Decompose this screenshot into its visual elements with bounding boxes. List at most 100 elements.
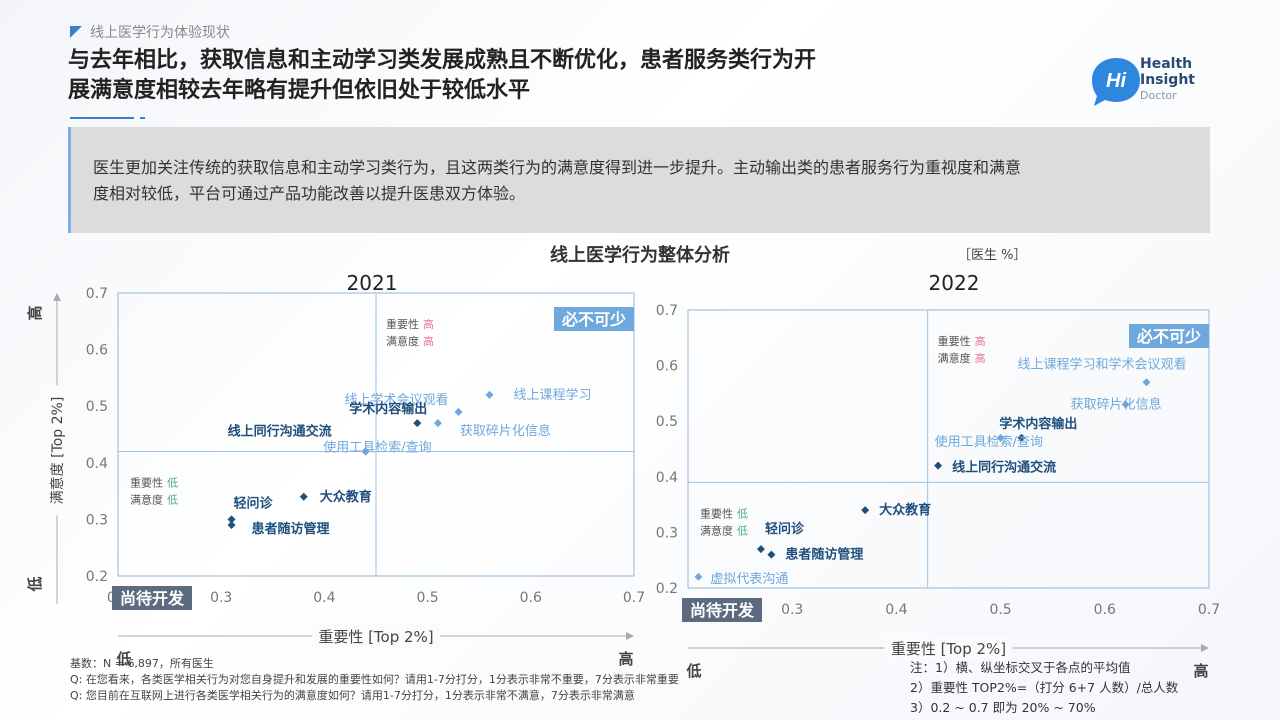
- unit-label: ［医生 %］: [958, 248, 1027, 263]
- data-point-label-9: 患者随访管理: [252, 521, 330, 537]
- tag-must-have: 必不可少: [1136, 327, 1201, 346]
- data-point-3: [413, 419, 422, 428]
- notes: 注：1）横、纵坐标交叉于各点的平均值 2）重要性 TOP2%=（打分 6+7 人…: [910, 658, 1178, 718]
- quadrant-high-sat: 满意度: [386, 334, 419, 348]
- data-point-4: [433, 419, 442, 428]
- quadrant-high-sat: 满意度: [938, 351, 971, 365]
- y-tick-label: 0.6: [656, 359, 678, 375]
- y-axis-label: 满意度 [Top 2%]: [49, 397, 66, 505]
- x-tick-label: 0.6: [520, 590, 542, 606]
- footnotes: 基数：N = 6,897，所有医生 Q: 在您看来，各类医学相关行为对您自身提升…: [70, 656, 679, 704]
- quadrant-low-sat: 满意度: [130, 492, 163, 506]
- y-tick-label: 0.6: [86, 343, 108, 359]
- data-point-8: [227, 515, 236, 524]
- quadrant-low-sat-level: 低: [737, 524, 748, 537]
- data-point-2: [454, 407, 463, 416]
- data-point-label-6: 大众教育: [879, 502, 931, 518]
- y-tick-label: 0.3: [656, 525, 678, 541]
- data-point-label-3: 学术内容输出: [999, 416, 1077, 432]
- data-point-label-9: 虚拟代表沟通: [710, 572, 788, 587]
- y-tick-label: 0.5: [86, 399, 108, 415]
- data-point-label-4: 获取碎片化信息: [460, 423, 551, 439]
- data-point-label-4: 使用工具检索/查询: [935, 434, 1043, 450]
- x-axis-low: 低: [115, 650, 131, 668]
- quadrant-low-imp-level: 低: [737, 507, 748, 520]
- data-point-label-7: 大众教育: [320, 489, 372, 505]
- y-tick-label: 0.5: [656, 414, 678, 430]
- summary-line-1: 医生更加关注传统的获取信息和主动学习类行为，且这两类行为的满意度得到进一步提升。…: [93, 158, 1022, 177]
- x-axis-high: 高: [1193, 662, 1208, 680]
- data-point-8: [767, 550, 776, 559]
- y-tick-label: 0.7: [86, 286, 108, 302]
- data-point-3: [1017, 433, 1026, 442]
- plot-frame: [687, 309, 1210, 589]
- y-tick-label: 0.3: [86, 512, 108, 528]
- note-3: 3）0.2 ~ 0.7 即为 20% ~ 70%: [910, 700, 1096, 715]
- x-tick-label: 0.7: [1198, 602, 1220, 618]
- note-2: 2）重要性 TOP2%=（打分 6+7 人数）/总人数: [910, 680, 1179, 695]
- data-point-label-5: 线上同行沟通交流: [952, 460, 1056, 476]
- footnote-q1: Q: 在您看来，各类医学相关行为对您自身提升和发展的重要性如何？请用1-7分打分…: [70, 673, 679, 686]
- footnote-base: 基数：N = 6,897，所有医生: [70, 657, 214, 670]
- tag-must-have-bg: [554, 307, 634, 331]
- data-point-label-5: 线上同行沟通交流: [228, 423, 332, 439]
- y-axis-label-bg: [45, 385, 69, 516]
- x-axis-high: 高: [618, 650, 633, 668]
- data-point-label-6: 使用工具检索/查询: [323, 439, 431, 455]
- data-point-9: [227, 521, 236, 530]
- section-tag: 线上医学行为体验现状: [70, 22, 230, 42]
- data-point-5: [934, 461, 943, 470]
- x-tick-label: 0.4: [885, 602, 907, 618]
- data-point-label-3: 学术内容输出: [349, 401, 427, 417]
- quadrant-high-imp-level: 高: [975, 334, 986, 348]
- chart-title: 线上医学行为整体分析: [550, 245, 730, 266]
- triangle-flag-icon: [70, 26, 82, 38]
- chart-2021-title: 2021: [347, 271, 398, 295]
- y-axis-low: 低: [26, 576, 44, 592]
- title-underline-dot: [140, 117, 145, 119]
- tag-to-develop: 尚待开发: [120, 589, 185, 608]
- data-point-label-2: 线上学术会议观看: [345, 392, 449, 408]
- x-axis-label: 重要性 [Top 2%]: [891, 640, 1006, 658]
- data-point-7: [299, 492, 308, 501]
- data-point-label-8: 轻问诊: [234, 495, 274, 511]
- logo-line-1: Health: [1140, 56, 1193, 72]
- logo-mark: Hi: [1106, 70, 1126, 92]
- tag-to-develop-bg: [682, 598, 762, 622]
- data-point-9: [694, 572, 703, 581]
- footnote-q2: Q: 您目前在互联网上进行各类医学相关行为的满意度如何？请用1-7分打分，1分表…: [70, 689, 635, 702]
- chart-2022-title: 2022: [929, 271, 980, 295]
- quadrant-high-sat-level: 高: [423, 334, 434, 348]
- x-axis-label-bg: [312, 624, 440, 648]
- note-1: 注：1）横、纵坐标交叉于各点的平均值: [910, 660, 1131, 675]
- health-insight-logo-icon: Hi: [1092, 58, 1140, 106]
- summary-line-2: 度相对较低，平台可通过产品功能改善以提升医患双方体验。: [93, 184, 526, 203]
- x-tick-label: 0.3: [781, 602, 803, 618]
- data-point-label-8: 患者随访管理: [785, 547, 863, 563]
- x-axis-label-bg: [884, 636, 1013, 660]
- logo-line-3: Doctor: [1140, 89, 1177, 102]
- tag-to-develop: 尚待开发: [690, 601, 755, 620]
- data-point-6: [361, 447, 370, 456]
- y-tick-label: 0.4: [656, 470, 678, 486]
- section-label: 线上医学行为体验现状: [90, 25, 230, 41]
- page-title: 与去年相比，获取信息和主动学习类发展成熟且不断优化，患者服务类行为开 展满意度相…: [68, 46, 968, 106]
- tag-must-have-bg: [1129, 324, 1209, 348]
- data-point-1: [485, 390, 494, 399]
- logo-text: Health Insight Doctor: [1140, 56, 1195, 104]
- data-point-6: [861, 506, 870, 515]
- x-axis-label: 重要性 [Top 2%]: [318, 628, 433, 646]
- x-tick-label: 0.5: [416, 590, 438, 606]
- x-tick-label: 0.7: [623, 590, 645, 606]
- x-tick-label: 0.5: [989, 602, 1011, 618]
- x-tick-label: 0.3: [210, 590, 232, 606]
- x-tick-label: 0.4: [313, 590, 335, 606]
- y-axis-arrowhead-icon: [53, 293, 61, 301]
- quadrant-high-imp: 重要性: [938, 334, 971, 348]
- title-underline: [70, 117, 134, 119]
- headline-line-1: 与去年相比，获取信息和主动学习类发展成熟且不断优化，患者服务类行为开: [68, 48, 817, 73]
- quadrant-low-imp: 重要性: [130, 475, 163, 489]
- quadrant-low-sat-level: 低: [167, 493, 178, 506]
- data-point-2: [1121, 400, 1130, 409]
